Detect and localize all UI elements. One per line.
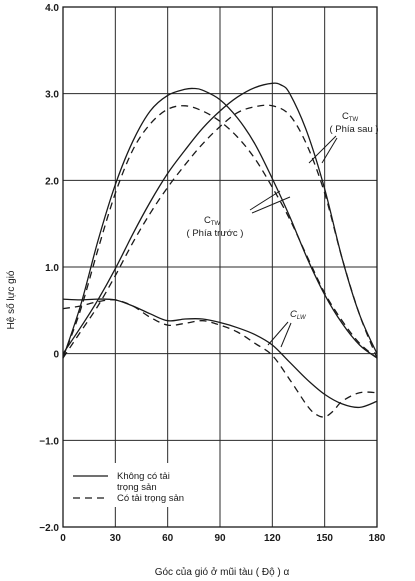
legend-label-dashed-1: Có tải trọng sản: [117, 493, 184, 504]
annotation-clw-main: C: [290, 309, 297, 320]
y-axis-label: Hệ số lực gió: [5, 270, 17, 329]
legend-label-solid-1: Không có tải: [117, 471, 170, 482]
legend-background: [68, 463, 208, 507]
annotation-ctw-front-main: C: [204, 215, 211, 226]
leader-ctw-front-2: [251, 196, 291, 214]
y-tick-label-3: 1.0: [45, 263, 59, 274]
y-tick-label-4: 2.0: [45, 176, 59, 187]
y-tick-label-2: 0: [53, 350, 59, 361]
svg-text:CTW: CTW: [204, 215, 221, 227]
svg-text:CTW: CTW: [342, 111, 359, 123]
series-line-ctw-rear-dashed: [62, 104, 378, 359]
series-line-clw-dashed: [62, 299, 378, 418]
leader-ctw-rear-1: [308, 135, 337, 164]
leader-ctw-front-1: [249, 190, 281, 211]
annotation-clw-sub: LW: [297, 315, 307, 321]
annotation-ctw-front-sub: TW: [211, 221, 221, 227]
x-tick-label-2: 60: [162, 533, 174, 544]
series-line-ctw-front-dashed: [62, 105, 378, 359]
annotation-ctw-front: CTW ( Phía trước ): [187, 190, 291, 239]
y-tick-label-5: 3.0: [45, 90, 59, 101]
svg-text:CLW: CLW: [290, 309, 307, 321]
legend: Không có tải trọng sản Có tải trọng sản: [68, 463, 208, 507]
y-tick-label-0: −2.0: [39, 523, 59, 534]
series-line-ctw-rear-solid: [62, 82, 378, 355]
annotation-clw: CLW: [267, 309, 307, 348]
x-tick-label-5: 150: [316, 533, 333, 544]
plot-frame: [62, 6, 378, 528]
annotation-ctw-rear-paren: ( Phía sau ): [329, 124, 378, 135]
x-tick-label-1: 30: [110, 533, 122, 544]
x-tick-label-3: 90: [214, 533, 226, 544]
x-axis-label: Góc của gió ở mũi tàu ( Độ ) α: [155, 566, 290, 578]
series-line-ctw-front-solid: [62, 87, 378, 359]
y-tick-label-1: −1.0: [39, 436, 59, 447]
annotation-ctw-rear-sub: TW: [349, 117, 359, 123]
annotation-ctw-rear: CTW ( Phía sau ): [308, 111, 379, 164]
annotation-ctw-front-paren: ( Phía trước ): [187, 228, 244, 239]
x-tick-label-0: 0: [60, 533, 66, 544]
annotation-ctw-rear-main: C: [342, 111, 349, 122]
legend-label-solid-2: trọng sản: [117, 482, 157, 493]
y-tick-label-6: 4.0: [45, 3, 59, 14]
grid: [62, 6, 378, 528]
series-group: [62, 82, 378, 418]
x-tick-label-4: 120: [264, 533, 281, 544]
leader-clw-1: [267, 321, 289, 346]
leader-clw-2: [280, 322, 292, 348]
x-tick-label-6: 180: [369, 533, 386, 544]
tick-labels: −2.0 −1.0 0 1.0 2.0 3.0 4.0 0 30 60 90 120 150 180: [39, 3, 386, 544]
leader-ctw-rear-2: [321, 137, 338, 164]
